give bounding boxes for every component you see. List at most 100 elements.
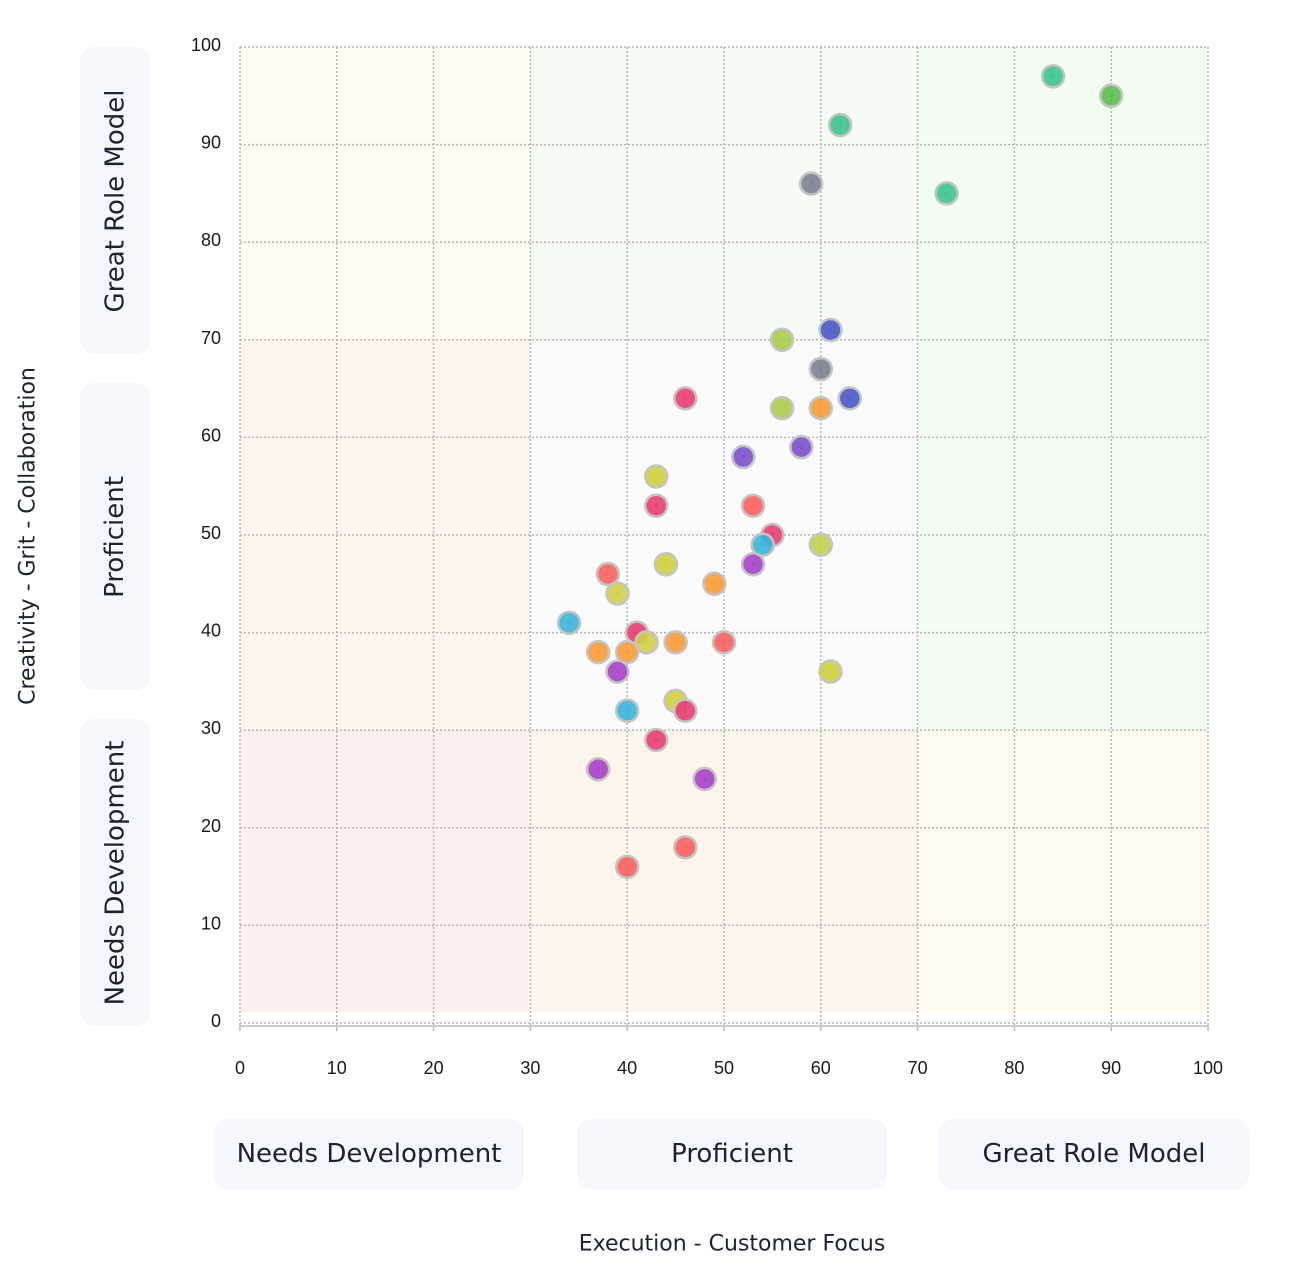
data-point — [1040, 64, 1066, 89]
data-point — [556, 610, 582, 636]
data-point-center — [780, 337, 785, 342]
zone-r2c2 — [917, 47, 1208, 340]
y-tick-label: 70 — [201, 328, 221, 348]
zone-r1c2 — [917, 339, 1208, 731]
data-point-center — [944, 191, 949, 196]
data-point-center — [838, 123, 843, 128]
data-point-center — [683, 708, 688, 713]
x-tick-label: 30 — [520, 1058, 540, 1078]
y-tick-label: 30 — [201, 718, 221, 738]
y-band-label: Proficient — [100, 475, 130, 598]
y-band-needs-development: Needs Development — [80, 719, 150, 1026]
data-point — [818, 659, 843, 684]
y-band-label: Great Role Model — [100, 88, 131, 313]
data-point — [673, 386, 698, 411]
data-point-center — [625, 864, 630, 869]
data-point-center — [809, 181, 814, 186]
data-point-center — [1109, 93, 1114, 98]
zone-r2c0 — [240, 47, 531, 340]
x-band-label: Great Role Model — [982, 1139, 1206, 1169]
x-band-label: Proficient — [671, 1139, 793, 1169]
data-point — [653, 552, 679, 577]
grid-lines — [239, 46, 1209, 1031]
x-tick-label: 20 — [424, 1058, 444, 1078]
data-point — [673, 835, 698, 860]
x-tick-label: 60 — [811, 1058, 831, 1078]
x-tick-label: 10 — [327, 1058, 347, 1078]
data-point-center — [828, 669, 833, 674]
data-point — [673, 698, 698, 723]
data-point-center — [712, 581, 717, 586]
data-point — [643, 727, 669, 753]
data-point — [740, 493, 766, 518]
data-point — [595, 561, 621, 587]
data-point-center — [663, 562, 668, 567]
y-tick-label: 20 — [201, 816, 221, 836]
data-point — [711, 630, 737, 655]
data-point — [585, 756, 611, 782]
data-point-center — [683, 396, 688, 401]
data-point-center — [741, 454, 746, 459]
data-point-center — [818, 542, 823, 547]
data-point-center — [702, 777, 707, 781]
x-tick-label: 50 — [714, 1058, 734, 1078]
data-point — [585, 639, 611, 665]
data-point — [702, 571, 727, 597]
data-point-center — [654, 503, 659, 508]
x-tick-label: 100 — [1193, 1058, 1223, 1078]
data-point-center — [847, 396, 852, 401]
x-band-needs-development: Needs Development — [214, 1119, 524, 1189]
data-point — [634, 630, 659, 655]
data-point-center — [751, 503, 756, 508]
data-point — [808, 532, 834, 558]
data-point — [740, 552, 766, 577]
x-tick-label: 80 — [1004, 1058, 1024, 1078]
data-point — [798, 171, 824, 196]
data-point — [934, 181, 959, 206]
data-point — [614, 639, 640, 665]
data-point-center — [615, 591, 620, 596]
data-points — [556, 64, 1124, 880]
data-point-center — [1051, 74, 1056, 79]
x-tick-labels: 0 10 20 30 40 50 60 70 80 90 100 — [235, 1058, 1223, 1078]
data-point — [808, 395, 834, 421]
data-point — [614, 698, 640, 723]
data-point-center — [818, 367, 823, 372]
data-point-center — [673, 640, 678, 645]
data-point — [837, 386, 863, 411]
data-point-center — [828, 328, 833, 333]
zone-r0c0 — [240, 730, 531, 1012]
data-point-center — [596, 767, 601, 772]
data-point-center — [683, 845, 688, 850]
x-axis-title: Execution - Customer Focus — [578, 1231, 886, 1257]
data-point-center — [605, 572, 610, 577]
data-point — [808, 356, 834, 382]
data-point-center — [818, 406, 823, 411]
data-point-center — [615, 669, 620, 674]
data-point-center — [751, 562, 756, 567]
y-tick-label: 90 — [201, 133, 221, 153]
y-tick-label: 0 — [211, 1011, 221, 1031]
y-tick-label: 40 — [201, 621, 221, 641]
data-point-center — [722, 640, 726, 645]
data-point — [605, 581, 630, 606]
data-point — [605, 659, 630, 684]
data-point-center — [760, 542, 765, 547]
x-tick-label: 0 — [235, 1058, 245, 1078]
data-point-center — [625, 650, 630, 655]
data-point — [643, 493, 669, 518]
y-tick-label: 60 — [201, 425, 221, 445]
data-point — [827, 112, 853, 138]
data-point-center — [673, 698, 678, 703]
data-point-center — [567, 620, 572, 625]
x-tick-label: 40 — [617, 1058, 637, 1078]
y-tick-label: 10 — [201, 913, 221, 933]
x-tick-label: 70 — [908, 1058, 928, 1078]
x-band-great-role-model: Great Role Model — [939, 1119, 1249, 1189]
x-band-proficient: Proficient — [577, 1119, 887, 1189]
data-point-center — [625, 708, 630, 713]
y-tick-label: 50 — [201, 523, 221, 543]
y-tick-label: 80 — [201, 230, 221, 250]
data-point — [731, 444, 756, 470]
